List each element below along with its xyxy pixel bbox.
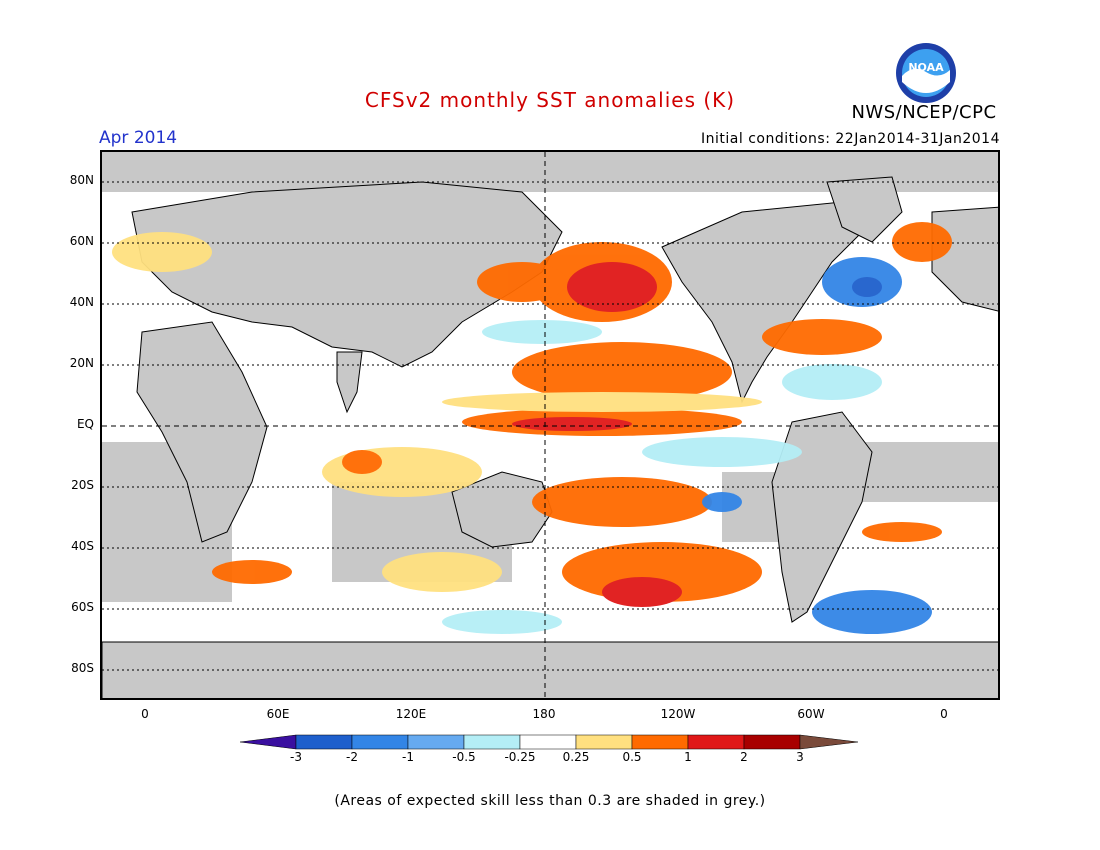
colorbar-label: 0.5 <box>622 750 642 764</box>
svg-text:NOAA: NOAA <box>908 61 944 74</box>
colorbar-label: 1 <box>684 750 692 764</box>
x-label-120e: 120E <box>395 707 427 721</box>
forecast-month: Apr 2014 <box>99 128 178 148</box>
y-label-60s: 60S <box>71 600 94 614</box>
sst-map <box>100 150 1000 700</box>
y-label-60n: 60N <box>69 234 94 248</box>
colorbar-label: -1 <box>402 750 414 764</box>
colorbar <box>240 734 859 750</box>
x-label-180: 180 <box>532 707 556 721</box>
colorbar-cell <box>687 734 745 750</box>
colorbar-label: 0.25 <box>562 750 590 764</box>
x-label-60e: 60E <box>266 707 290 721</box>
x-label-0-right: 0 <box>940 707 948 721</box>
colorbar-label: -2 <box>346 750 358 764</box>
x-label-60w: 60W <box>797 707 825 721</box>
colorbar-cell <box>407 734 465 750</box>
colorbar-cell <box>463 734 521 750</box>
noaa-logo-icon: NOAA <box>896 43 956 103</box>
y-label-40s: 40S <box>71 539 94 553</box>
y-label-20n: 20N <box>69 356 94 370</box>
colorbar-cell <box>743 734 801 750</box>
colorbar-label: -3 <box>290 750 302 764</box>
colorbar-label: 3 <box>796 750 804 764</box>
map-title: CFSv2 monthly SST anomalies (K) <box>364 88 736 112</box>
colorbar-cell <box>519 734 577 750</box>
agency-label: NWS/NCEP/CPC <box>851 102 997 123</box>
colorbar-label: -0.25 <box>504 750 536 764</box>
colorbar-cell <box>631 734 689 750</box>
colorbar-cell <box>575 734 633 750</box>
y-label-20s: 20S <box>71 478 94 492</box>
y-label-40n: 40N <box>69 295 94 309</box>
sst-anomaly-field <box>102 152 998 698</box>
y-label-eq: EQ <box>76 417 94 431</box>
colorbar-left-triangle <box>240 734 297 750</box>
colorbar-cell <box>351 734 409 750</box>
colorbar-right-triangle <box>799 734 859 750</box>
y-label-80n: 80N <box>69 173 94 187</box>
x-label-0: 0 <box>141 707 149 721</box>
skill-note: (Areas of expected skill less than 0.3 a… <box>334 793 766 809</box>
y-label-80s: 80S <box>71 661 94 675</box>
colorbar-label: -0.5 <box>452 750 476 764</box>
colorbar-cell <box>295 734 353 750</box>
initial-conditions: Initial conditions: 22Jan2014-31Jan2014 <box>701 131 1000 147</box>
colorbar-label: 2 <box>740 750 748 764</box>
x-label-120w: 120W <box>660 707 696 721</box>
